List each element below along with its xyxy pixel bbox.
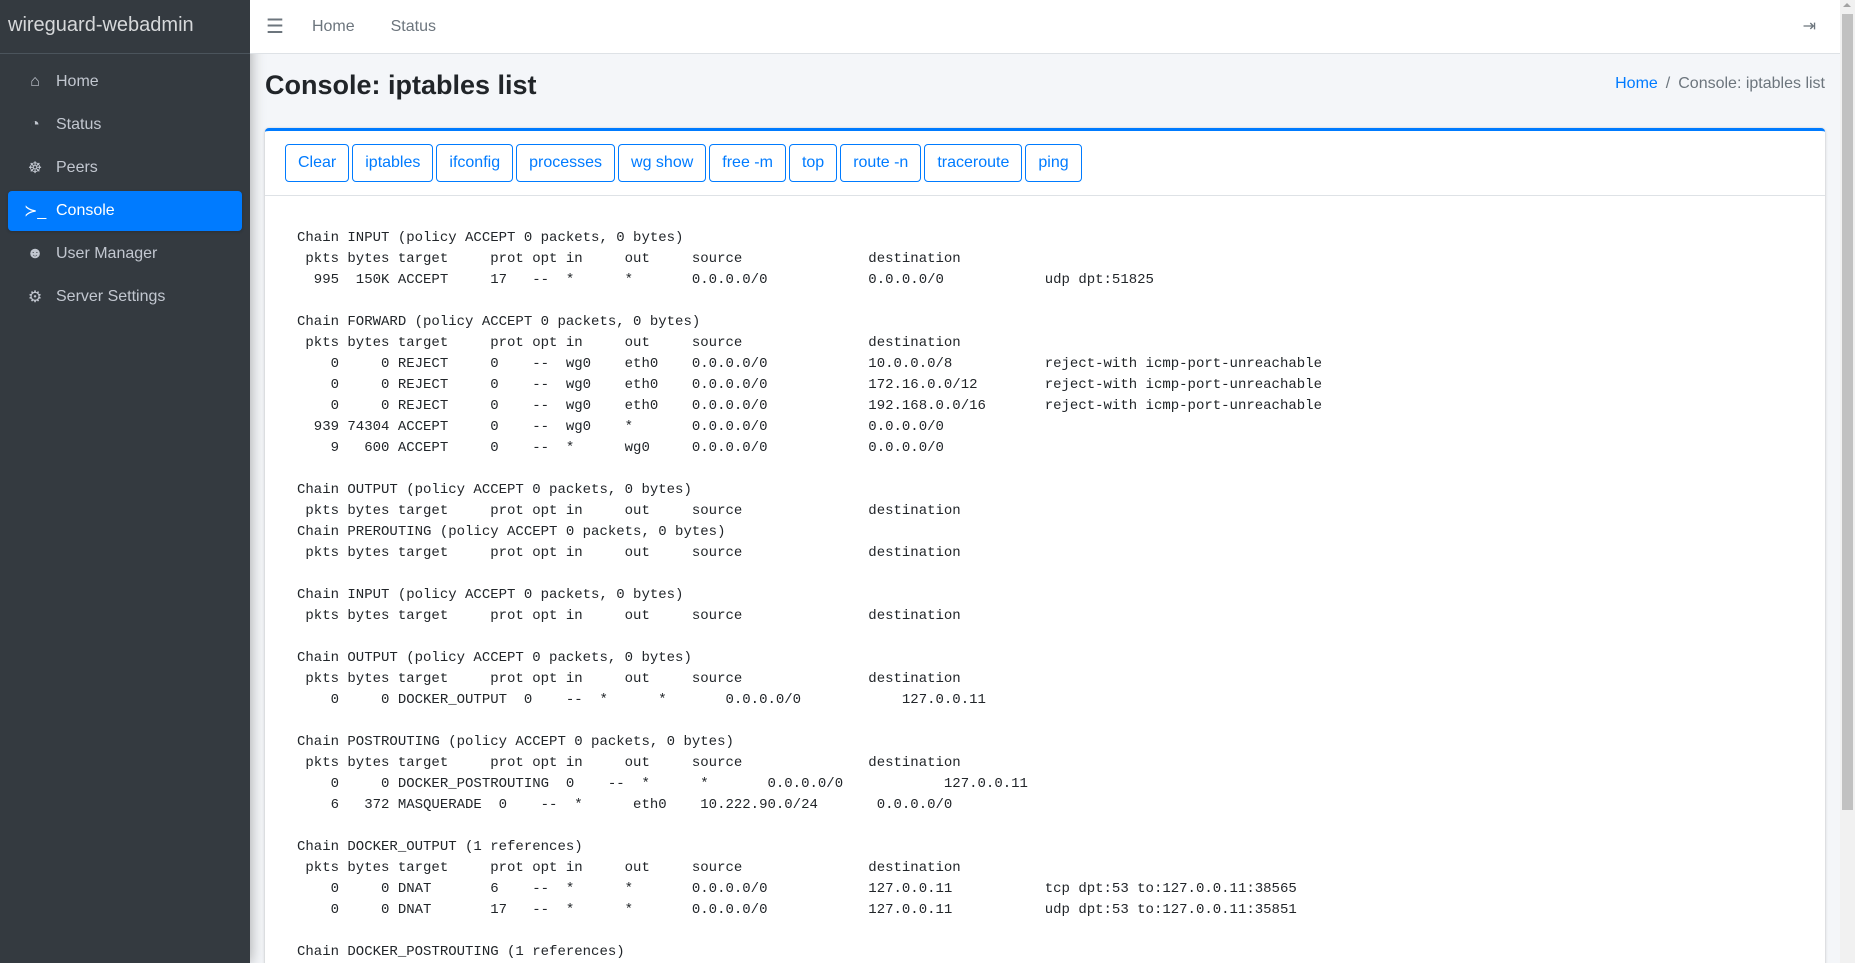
processes-button[interactable]: processes [516,144,616,182]
clear-button[interactable]: Clear [285,144,350,182]
home-icon: ⌂ [30,73,40,90]
iptables-button[interactable]: iptables [352,144,434,182]
console-line: 0 0 DNAT 17 -- * * 0.0.0.0/0 127.0.0.11 … [297,902,1297,918]
console-card: Clear iptables ifconfig processes wg show fre… [265,128,1825,963]
sidebar-item-label: Home [56,73,99,90]
hamburger-menu-icon[interactable]: ☰ [266,16,284,38]
terminal-icon: ≻_ [24,203,47,220]
sidebar-item-status[interactable]: ◔ Status [8,105,242,145]
console-line: 0 0 DOCKER_POSTROUTING 0 -- * * 0.0.0.0/… [297,776,1112,792]
sidebar-item-peers[interactable]: ☸ Peers [8,148,242,188]
top-navbar: ☰ Home Status ⇥ [250,0,1840,54]
console-line: Chain DOCKER_POSTROUTING (1 references) [297,944,625,960]
sidebar-item-home[interactable]: ⌂ Home [8,62,242,102]
users-cog-icon: ☸ [27,160,43,177]
console-line [297,816,1793,837]
brand-link[interactable]: wireguard-webadmin [0,0,250,54]
console-line: pkts bytes target prot opt in out source… [297,860,1037,876]
console-line [297,564,1793,585]
console-line: Chain INPUT (policy ACCEPT 0 packets, 0 … [297,587,684,603]
console-line: pkts bytes target prot opt in out source… [297,335,1037,351]
console-line: 0 0 REJECT 0 -- wg0 eth0 0.0.0.0/0 192.1… [297,398,1322,414]
console-line: 0 0 REJECT 0 -- wg0 eth0 0.0.0.0/0 172.1… [297,377,1322,393]
console-line: pkts bytes target prot opt in out source… [297,608,1037,624]
scrollbar-thumb[interactable] [1842,14,1853,810]
console-line: Chain FORWARD (policy ACCEPT 0 packets, … [297,314,701,330]
console-line: pkts bytes target prot opt in out source… [297,251,1037,267]
sidebar-item-label: Server Settings [56,288,166,305]
logout-icon[interactable]: ⇥ [1802,18,1816,35]
sidebar-nav: ⌂ Home ◔ Status ☸ Peers ≻_ Console ☻ User Manager… [0,54,250,328]
console-line: 6 372 MASQUERADE 0 -- * eth0 10.222.90.0… [297,797,1045,813]
console-line: pkts bytes target prot opt in out source… [297,503,1037,519]
console-line: Chain POSTROUTING (policy ACCEPT 0 packe… [297,734,734,750]
console-line: Chain DOCKER_OUTPUT (1 references) [297,839,583,855]
console-line: pkts bytes target prot opt in out source… [297,545,1037,561]
sidebar: wireguard-webadmin ⌂ Home ◔ Status ☸ Peers ≻_ C… [0,0,250,963]
breadcrumb-separator: / [1665,75,1671,92]
console-line [297,921,1793,942]
console-output: Chain INPUT (policy ACCEPT 0 packets, 0 … [265,196,1825,963]
tachometer-icon: ◔ [30,116,40,133]
route-n-button[interactable]: route -n [840,144,922,182]
console-line [297,627,1793,648]
sidebar-item-label: Console [56,202,115,219]
sidebar-item-server-settings[interactable]: ⚙ Server Settings [8,277,242,317]
console-line: pkts bytes target prot opt in out source… [297,755,1037,771]
command-buttons: Clear iptables ifconfig processes wg show fre… [265,131,1825,196]
console-line [297,711,1793,732]
console-line: Chain INPUT (policy ACCEPT 0 packets, 0 … [297,230,684,246]
sidebar-item-user-manager[interactable]: ☻ User Manager [8,234,242,274]
scrollbar[interactable] [1840,0,1855,963]
console-line: pkts bytes target prot opt in out source… [297,671,1037,687]
sidebar-item-label: Status [56,116,102,133]
console-line: Chain OUTPUT (policy ACCEPT 0 packets, 0… [297,650,692,666]
breadcrumb-home[interactable]: Home [1615,75,1658,92]
sidebar-item-label: Peers [56,159,98,176]
sidebar-item-console[interactable]: ≻_ Console [8,191,242,231]
ifconfig-button[interactable]: ifconfig [436,144,514,182]
console-line: Chain PREROUTING (policy ACCEPT 0 packet… [297,524,726,540]
top-button[interactable]: top [788,144,838,182]
scroll-up-arrow-icon[interactable] [1843,3,1851,7]
console-line: 939 74304 ACCEPT 0 -- wg0 * 0.0.0.0/0 0.… [297,419,1037,435]
console-line: Chain OUTPUT (policy ACCEPT 0 packets, 0… [297,482,692,498]
console-line: 995 150K ACCEPT 17 -- * * 0.0.0.0/0 0.0.… [297,272,1154,288]
breadcrumb: Home / Console: iptables list [1615,75,1825,93]
breadcrumb-current: Console: iptables list [1678,75,1825,92]
traceroute-button[interactable]: traceroute [924,144,1023,182]
ping-button[interactable]: ping [1025,144,1082,182]
console-line: 0 0 DOCKER_OUTPUT 0 -- * * 0.0.0.0/0 127… [297,692,1070,708]
console-line: 9 600 ACCEPT 0 -- * wg0 0.0.0.0/0 0.0.0.… [297,440,1037,456]
page-title: Console: iptables list [265,70,537,100]
cogs-icon: ⚙ [27,289,43,306]
nav-link-status[interactable]: Status [390,17,436,35]
free-m-button[interactable]: free -m [709,144,786,182]
console-line [297,459,1793,480]
console-line: 0 0 REJECT 0 -- wg0 eth0 0.0.0.0/0 10.0.… [297,356,1322,372]
sidebar-item-label: User Manager [56,245,158,262]
wg-show-button[interactable]: wg show [618,144,707,182]
users-icon: ☻ [26,245,44,262]
console-line: 0 0 DNAT 6 -- * * 0.0.0.0/0 127.0.0.11 t… [297,881,1297,897]
nav-link-home[interactable]: Home [311,17,355,35]
console-line [297,291,1793,312]
